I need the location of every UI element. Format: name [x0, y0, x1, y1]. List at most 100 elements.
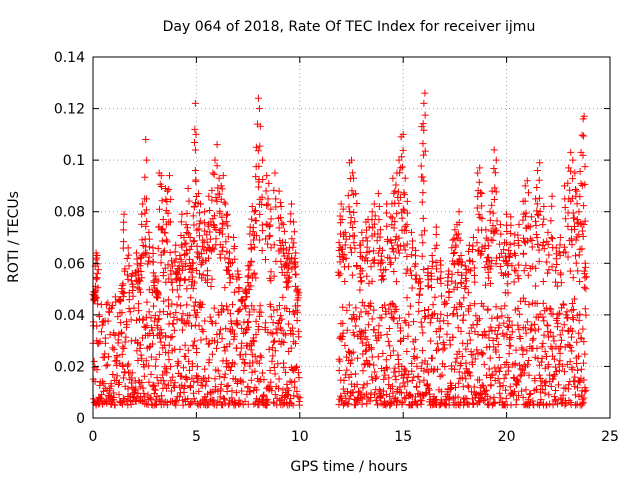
data-point-band [124, 360, 132, 368]
data-point-band [349, 348, 357, 356]
data-point-band [539, 299, 547, 307]
data-point-cluster [370, 247, 378, 255]
data-point-cluster [292, 271, 300, 279]
data-point-band [153, 392, 161, 400]
data-point-band [339, 319, 347, 327]
data-point-cluster [520, 267, 528, 275]
data-point-cluster [357, 253, 365, 261]
data-point-band [157, 392, 165, 400]
data-point-band [382, 364, 390, 372]
data-point-band [145, 343, 153, 351]
data-point-band [370, 361, 378, 369]
data-point-band [388, 299, 396, 307]
data-point-cluster [245, 266, 253, 274]
data-point-band [186, 366, 194, 374]
data-point-cluster [419, 189, 427, 197]
data-point-cluster [210, 212, 218, 220]
data-point-band [387, 309, 395, 317]
data-point-band [574, 366, 582, 374]
data-point-cluster [557, 271, 565, 279]
data-point-band [541, 364, 549, 372]
data-point-band [500, 332, 508, 340]
data-point-band [227, 366, 235, 374]
data-point-band [381, 371, 389, 379]
data-point-band [569, 327, 577, 335]
data-point-band [525, 301, 533, 309]
data-point-cluster [416, 291, 424, 299]
data-point-band [418, 323, 426, 331]
data-point-cluster [512, 267, 520, 275]
data-point-cluster [338, 215, 346, 223]
data-point-cluster [143, 156, 151, 164]
data-point-cluster [342, 254, 350, 262]
data-point-cluster [165, 218, 173, 226]
data-point [151, 272, 159, 280]
data-point-cluster [418, 252, 426, 260]
data-point-band [135, 307, 143, 315]
data-point-cluster [270, 186, 278, 194]
data-point-cluster [543, 258, 551, 266]
data-point-band [502, 386, 510, 394]
data-point [285, 244, 293, 252]
data-point-band [101, 350, 109, 358]
data-point [376, 226, 384, 234]
data-point [157, 172, 165, 180]
data-point [573, 187, 581, 195]
data-point-band [377, 331, 385, 339]
data-point-cluster [145, 257, 153, 265]
data-point-cluster [393, 241, 401, 249]
data-point-cluster [175, 293, 183, 301]
data-point-band [479, 349, 487, 357]
data-point-band [339, 385, 347, 393]
data-point-band [109, 344, 117, 352]
data-point-band [491, 326, 499, 334]
data-point-band [458, 374, 466, 382]
data-point-band [293, 387, 301, 395]
data-point-band [370, 326, 378, 334]
data-point [215, 174, 223, 182]
data-point-band [239, 355, 247, 363]
data-point-cluster [164, 261, 172, 269]
data-point-cluster [383, 222, 391, 230]
data-point-band [184, 395, 192, 403]
data-point-band [390, 368, 398, 376]
data-point [281, 239, 289, 247]
data-point-cluster [515, 241, 523, 249]
data-point-cluster [547, 234, 555, 242]
data-point-band [150, 317, 158, 325]
data-point-cluster [223, 211, 231, 219]
data-point-cluster [549, 235, 557, 243]
data-point-band [199, 327, 207, 335]
data-point-band [524, 361, 532, 369]
data-point-band [164, 349, 172, 357]
data-point-cluster [500, 246, 508, 254]
data-point-band [555, 366, 563, 374]
data-point-band [184, 346, 192, 354]
data-point-cluster [564, 222, 572, 230]
data-point-band [568, 347, 576, 355]
data-point [254, 94, 262, 102]
data-point-band [580, 338, 588, 346]
plot-border [92, 56, 611, 419]
data-point-band [282, 368, 290, 376]
data-point-band [581, 350, 589, 358]
x-tick-label: 0 [89, 429, 98, 445]
data-point-cluster [346, 232, 354, 240]
data-point-band [365, 321, 373, 329]
data-point-band [236, 399, 244, 407]
data-point-band [134, 300, 142, 308]
data-point-band [575, 352, 583, 360]
data-point-band [204, 340, 212, 348]
data-point-cluster [228, 259, 236, 267]
data-point-band [295, 374, 303, 382]
data-point-band [537, 396, 545, 404]
data-point-band [420, 367, 428, 375]
plot-frame [92, 56, 611, 419]
data-point-cluster [246, 261, 254, 269]
data-point-band [242, 350, 250, 358]
data-point-band [554, 381, 562, 389]
data-point-cluster [533, 183, 541, 191]
data-point-cluster [353, 263, 361, 271]
data-point-band [370, 306, 378, 314]
data-point-band [423, 360, 431, 368]
